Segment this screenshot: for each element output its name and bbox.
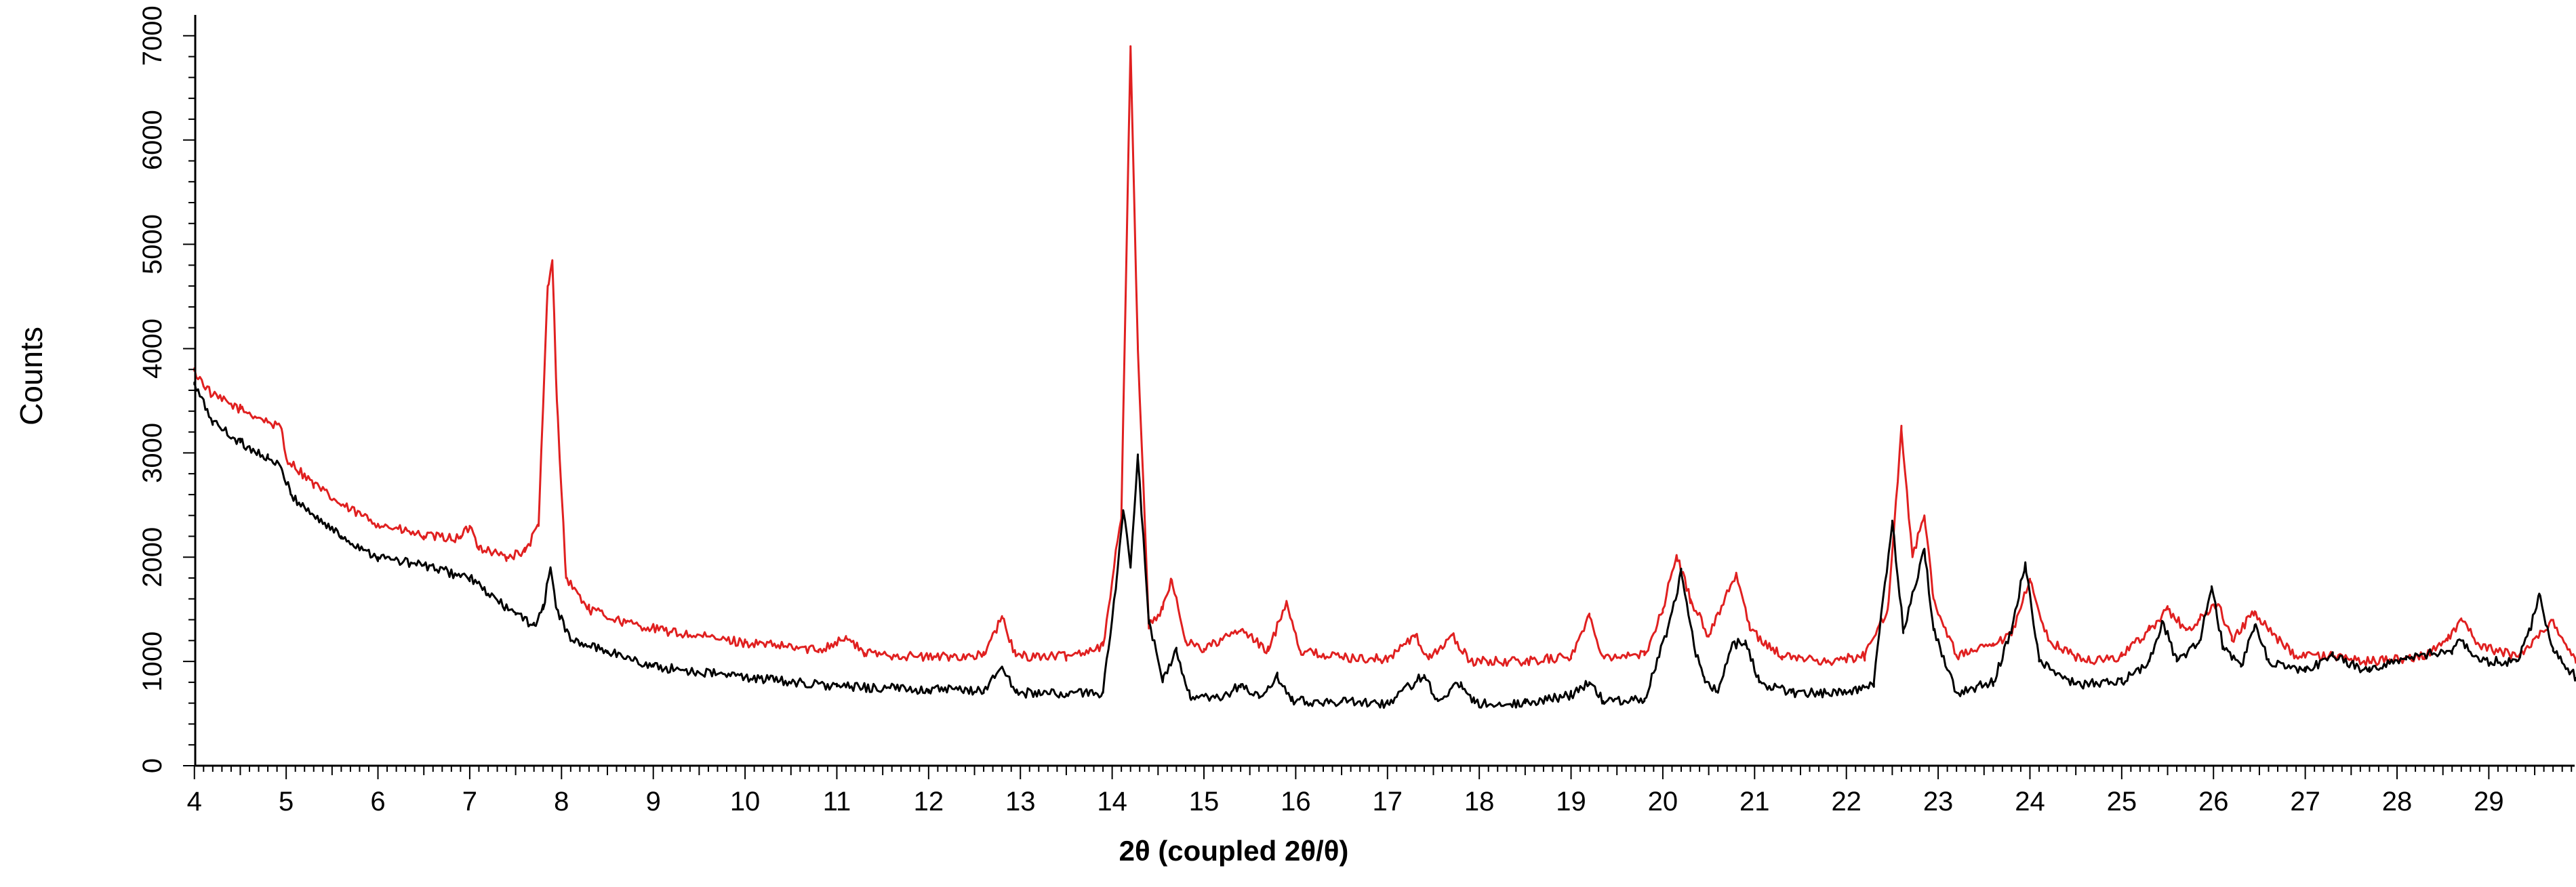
- y-tick-label: 7000: [138, 5, 167, 66]
- series-line-black: [193, 381, 2576, 709]
- y-tick-label: 6000: [138, 110, 167, 170]
- x-tick-label: 25: [2107, 787, 2137, 817]
- plot-traces: [193, 45, 2576, 709]
- y-tick-label: 4000: [138, 318, 167, 379]
- series-line-red: [193, 45, 2576, 667]
- x-tick-label: 7: [462, 787, 477, 817]
- y-tick-label: 5000: [138, 214, 167, 274]
- x-tick-label: 9: [646, 787, 661, 817]
- x-tick-label: 16: [1281, 787, 1311, 817]
- y-tick-label: 1000: [138, 632, 167, 692]
- x-tick-label: 18: [1464, 787, 1495, 817]
- x-tick-label: 28: [2382, 787, 2413, 817]
- y-tick-label: 2000: [138, 527, 167, 587]
- x-tick-label: 29: [2474, 787, 2504, 817]
- x-tick-label: 6: [370, 787, 385, 817]
- x-tick-label: 15: [1189, 787, 1220, 817]
- x-tick-label: 8: [554, 787, 569, 817]
- x-tick-label: 24: [2015, 787, 2045, 817]
- x-tick-label: 20: [1648, 787, 1678, 817]
- x-tick-label: 11: [823, 787, 851, 817]
- y-axis-label: Counts: [14, 327, 49, 426]
- x-tick-label: 10: [730, 787, 761, 817]
- x-tick-label: 27: [2290, 787, 2320, 817]
- x-tick-label: 21: [1739, 787, 1770, 817]
- x-tick-label: 19: [1556, 787, 1586, 817]
- y-tick-label: 3000: [138, 423, 167, 483]
- x-axis-label: 2θ (coupled 2θ/θ): [1119, 835, 1349, 867]
- y-tick-label: 0: [138, 758, 167, 773]
- x-tick-label: 22: [1831, 787, 1861, 817]
- x-tick-label: 5: [279, 787, 294, 817]
- x-tick-label: 14: [1097, 787, 1127, 817]
- x-tick-label: 13: [1005, 787, 1036, 817]
- x-tick-label: 4: [187, 787, 202, 817]
- x-tick-label: 12: [914, 787, 944, 817]
- x-axis: 4 5 6 7 8 9 10 11 12 13 14 15 16 17 18 19 20 21 22 23 24 25 26…: [187, 764, 2575, 817]
- x-tick-label: 23: [1923, 787, 1954, 817]
- y-axis: 0 1000 2000 3000 4000 5000 6000 7000: [138, 5, 197, 773]
- x-tick-label: 26: [2198, 787, 2229, 817]
- x-tick-label: 17: [1373, 787, 1403, 817]
